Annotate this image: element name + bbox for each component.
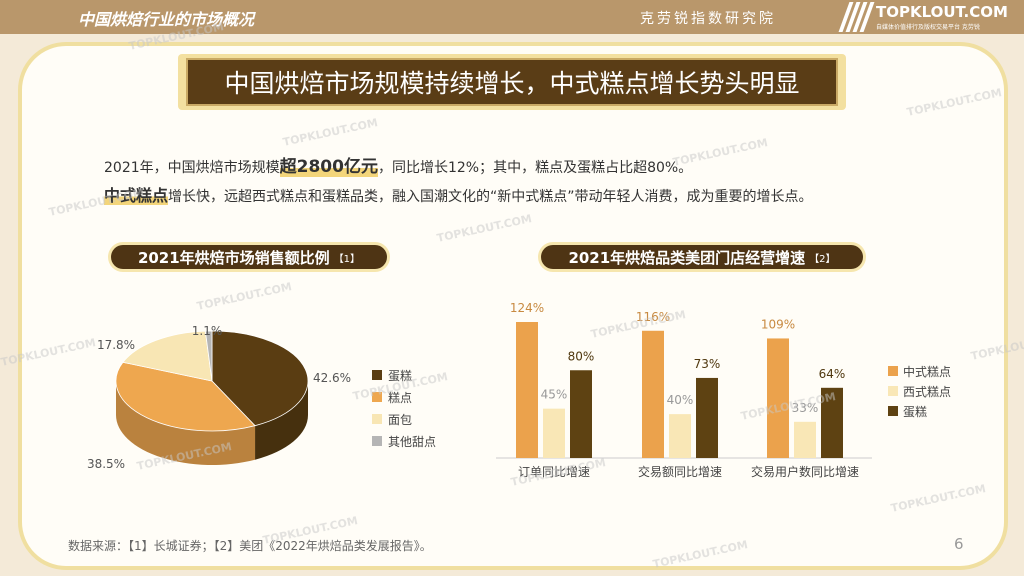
bar-legend-label: 蛋糕 bbox=[903, 405, 927, 419]
bar-legend-label: 中式糕点 bbox=[903, 364, 951, 379]
bar-value-label: 80% bbox=[568, 349, 595, 363]
headline-banner: 中国烘焙市场规模持续增长，中式糕点增长势头明显 bbox=[186, 58, 838, 106]
bar-value-label: 40% bbox=[667, 393, 694, 407]
bar-value-label: 33% bbox=[792, 401, 819, 415]
bar-legend-label: 西式糕点 bbox=[903, 385, 951, 399]
pie-legend-swatch bbox=[372, 370, 382, 380]
pie-legend-swatch bbox=[372, 392, 382, 402]
bar-legend-swatch bbox=[888, 386, 898, 396]
pie-legend-swatch bbox=[372, 436, 382, 446]
intro-line-2: 中式糕点增长快，远超西式糕点和蛋糕品类，融入国潮文化的“新中式糕点”带动年轻人消… bbox=[104, 182, 984, 206]
bar bbox=[821, 387, 843, 458]
market-size-highlight: 超2800亿元 bbox=[279, 157, 378, 177]
page-number: 6 bbox=[954, 535, 964, 553]
pie-note: 【1】 bbox=[333, 253, 361, 265]
pie-legend-label: 其他甜点 bbox=[388, 435, 436, 449]
bar-title-text: 2021年烘焙品类美团门店经营增速 bbox=[568, 248, 806, 267]
bar-value-label: 73% bbox=[694, 357, 721, 371]
category-label: 订单同比增速 bbox=[518, 465, 590, 479]
bar-legend-swatch bbox=[888, 406, 898, 416]
pie-slice bbox=[122, 330, 213, 382]
intro-text: 增长快，远超西式糕点和蛋糕品类，融入国潮文化的“新中式糕点”带动年轻人消费，成为… bbox=[168, 189, 813, 205]
bar-legend-swatch bbox=[888, 366, 898, 376]
pie-legend-label: 糕点 bbox=[388, 391, 412, 405]
bar bbox=[794, 421, 816, 458]
pie-value-label: 38.5% bbox=[87, 457, 125, 471]
bar bbox=[543, 408, 565, 458]
pie-value-label: 17.8% bbox=[97, 338, 135, 352]
brand-subtitle: 自媒体价值排行及版权交易平台 克劳锐 bbox=[876, 24, 980, 31]
institute-name: 克劳锐指数研究院 bbox=[640, 11, 776, 27]
intro-line-1: 2021年，中国烘焙市场规模超2800亿元，同比增长12%；其中，糕点及蛋糕占比… bbox=[104, 152, 984, 177]
headline: 中国烘焙市场规模持续增长，中式糕点增长势头明显 bbox=[224, 69, 800, 98]
bar-value-label: 45% bbox=[541, 388, 568, 402]
category-label: 交易用户数同比增速 bbox=[751, 464, 859, 479]
pie-value-label: 42.6% bbox=[313, 371, 351, 385]
chinese-pastry-highlight: 中式糕点 bbox=[104, 186, 169, 205]
pie-slice-side bbox=[255, 381, 308, 460]
pie-slice bbox=[211, 330, 309, 427]
bar bbox=[642, 330, 664, 458]
pie-value-label: 1.1% bbox=[192, 324, 223, 338]
bar-value-label: 116% bbox=[636, 310, 670, 324]
pie-slice bbox=[115, 361, 256, 432]
bar-value-label: 64% bbox=[819, 367, 846, 381]
data-source: 数据来源：【1】长城证券；【2】美团《2022年烘焙品类发展报告》。 bbox=[68, 539, 432, 553]
pie-slice bbox=[204, 330, 213, 382]
bar bbox=[696, 377, 718, 458]
bar-value-label: 124% bbox=[510, 301, 544, 315]
bar-note: 【2】 bbox=[809, 253, 836, 265]
pie-legend-label: 蛋糕 bbox=[388, 369, 412, 383]
bar-title: 2021年烘焙品类美团门店经营增速 【2】 bbox=[541, 245, 863, 269]
bar bbox=[516, 322, 538, 458]
bar bbox=[570, 370, 592, 458]
category-label: 交易额同比增速 bbox=[638, 464, 722, 479]
bar-value-label: 109% bbox=[761, 317, 795, 331]
content-card bbox=[18, 42, 1008, 570]
pie-title-text: 2021年烘焙市场销售额比例 bbox=[137, 248, 330, 267]
bar bbox=[669, 414, 691, 458]
top-bar: 中国烘焙行业的市场概况 克劳锐指数研究院 TOPKLOUT.COM 自媒体价值排… bbox=[0, 0, 1024, 34]
pie-title: 2021年烘焙市场销售额比例 【1】 bbox=[111, 245, 387, 269]
bar bbox=[767, 338, 789, 458]
brand-logo: TOPKLOUT.COM bbox=[876, 3, 1008, 21]
intro-text: 2021年，中国烘焙市场规模 bbox=[104, 160, 280, 176]
intro-text: ，同比增长12%；其中，糕点及蛋糕占比超80%。 bbox=[377, 160, 693, 176]
pie-slice-side bbox=[115, 381, 256, 465]
pie-legend-swatch bbox=[372, 414, 382, 424]
pie-legend-label: 面包 bbox=[388, 413, 412, 427]
section-title: 中国烘焙行业的市场概况 bbox=[78, 10, 255, 29]
